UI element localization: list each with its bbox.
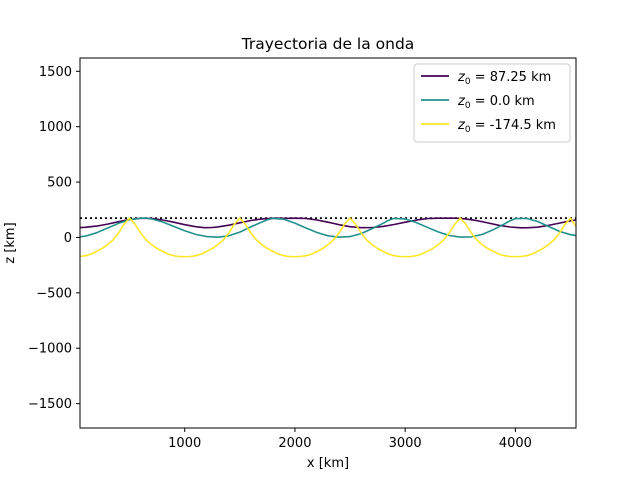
- y-tick-label-5: 1000: [39, 120, 72, 135]
- y-tick-label-2: −500: [36, 286, 72, 301]
- y-tick-label-3: 0: [64, 231, 72, 246]
- plot-area: [80, 217, 576, 258]
- x-axis-label: x [km]: [307, 456, 349, 471]
- series-line-1: [80, 217, 576, 238]
- y-axis-label: z [km]: [3, 222, 18, 263]
- chart-title: Trayectoria de la onda: [241, 35, 415, 53]
- y-tick-label-6: 1500: [39, 65, 72, 80]
- x-tick-label-1: 2000: [278, 436, 311, 451]
- series-layer: [80, 217, 576, 258]
- y-tick-label-0: −1500: [28, 397, 72, 412]
- series-line-2: [80, 217, 576, 258]
- x-tick-label-3: 4000: [499, 436, 532, 451]
- x-axis-ticks: 1000 2000 3000 4000: [168, 428, 532, 451]
- plot-frame: [79, 57, 577, 429]
- legend: z0 = 87.25 km z0 = 0.0 km z0 = -174.5 km: [413, 63, 571, 143]
- y-tick-label-1: −1000: [28, 342, 72, 357]
- y-tick-label-4: 500: [47, 176, 72, 191]
- legend-entry-1: z0 = 0.0 km: [457, 94, 535, 111]
- y-axis-ticks: −1500 −1000 −500 0 500 1000 1500: [28, 65, 80, 412]
- series-line-0: [80, 217, 576, 229]
- legend-entry-2: z0 = -174.5 km: [457, 118, 556, 135]
- legend-box: [413, 63, 571, 143]
- x-tick-label-0: 1000: [168, 436, 201, 451]
- x-tick-label-2: 3000: [389, 436, 422, 451]
- legend-entry-0: z0 = 87.25 km: [457, 70, 551, 87]
